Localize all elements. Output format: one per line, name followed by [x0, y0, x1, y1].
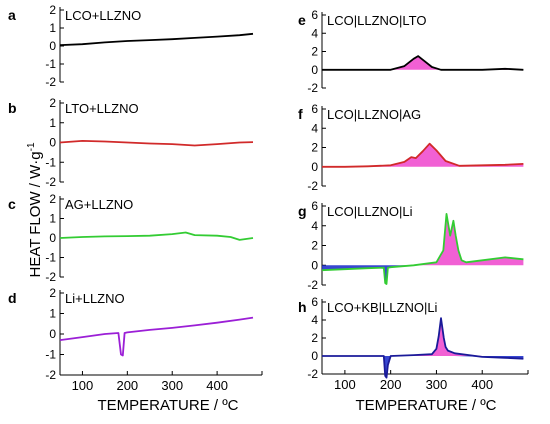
y-tick-label-h: 0 — [311, 349, 318, 363]
y-tick-label-g: 6 — [311, 199, 318, 213]
sample-label-d: Li+LLZNO — [65, 291, 125, 306]
y-tick-label-f: 6 — [311, 102, 318, 116]
series-line-b — [59, 139, 254, 147]
panel-letter-b: b — [8, 100, 17, 116]
panel-letter-h: h — [298, 299, 307, 315]
y-tick-label-e: 2 — [311, 45, 318, 59]
y-tick-label-a: 0 — [49, 39, 56, 53]
panel-f: -2 0 2 4 6f LCO|LLZNO|AG — [298, 102, 524, 193]
y-tick-label-b: 1 — [49, 116, 56, 130]
exotherm-fill-e — [322, 56, 524, 70]
x-axis-title-left: TEMPERATURE / ºC — [97, 397, 238, 414]
series-line-c — [59, 231, 254, 241]
y-tick-label-g: 0 — [311, 258, 318, 272]
x-tick-label-h: 400 — [471, 377, 493, 392]
panel-letter-a: a — [8, 7, 16, 23]
y-tick-label-d: -1 — [45, 348, 56, 362]
panel-h: 100 200 300 400 -2 0 2 4 6h LCO+KB|LLZNO|Li — [298, 295, 529, 392]
sample-label-g: LCO|LLZNO|Li — [327, 204, 413, 219]
series-line-h — [322, 317, 524, 379]
panel-letter-f: f — [298, 106, 303, 122]
y-tick-label-a: -1 — [45, 57, 56, 71]
y-tick-label-b: 0 — [49, 136, 56, 150]
y-tick-label-d: -2 — [45, 368, 56, 382]
sample-label-h: LCO+KB|LLZNO|Li — [327, 300, 438, 315]
panel-c: -2 -1 0 1 2 c AG+LLZNO — [8, 192, 254, 284]
x-axis-title-right: TEMPERATURE / ºC — [355, 397, 496, 414]
x-tick-label-d: 100 — [72, 378, 94, 393]
series-line-e — [322, 55, 524, 71]
y-tick-label-e: 4 — [311, 26, 318, 40]
y-axis-title: HEAT FLOW / W·g-1 — [26, 142, 44, 277]
series-line-f — [322, 142, 524, 168]
y-tick-label-a: 1 — [49, 21, 56, 35]
y-tick-label-g: -2 — [307, 278, 318, 292]
y-tick-label-f: 2 — [311, 141, 318, 155]
y-tick-label-c: -1 — [45, 251, 56, 265]
panel-letter-e: e — [298, 12, 306, 28]
x-tick-label-d: 400 — [206, 378, 228, 393]
panel-letter-d: d — [8, 290, 17, 306]
panel-b: -2 -1 0 1 2 b LTO+LLZNO — [8, 96, 254, 189]
panel-letter-c: c — [8, 196, 16, 212]
y-tick-label-c: 1 — [49, 212, 56, 226]
series-line-a — [59, 32, 254, 46]
panel-a: -2 -1 0 1 2 a LCO+LLZNO — [8, 3, 254, 89]
y-tick-label-e: 6 — [311, 8, 318, 22]
exotherm-fill-h — [322, 318, 524, 356]
y-tick-label-d: 1 — [49, 307, 56, 321]
panel-e: -2 0 2 4 6e LCO|LLZNO|LTO — [298, 8, 524, 95]
y-tick-label-c: 0 — [49, 231, 56, 245]
y-tick-label-d: 2 — [49, 286, 56, 300]
y-tick-label-c: 2 — [49, 192, 56, 206]
y-tick-label-b: -1 — [45, 155, 56, 169]
y-tick-label-e: -2 — [307, 81, 318, 95]
x-tick-label-d: 200 — [116, 378, 138, 393]
y-tick-label-h: 2 — [311, 331, 318, 345]
sample-label-b: LTO+LLZNO — [65, 101, 139, 116]
y-tick-label-e: 0 — [311, 63, 318, 77]
panel-g: -2 0 2 4 6g LCO|LLZNO|Li — [298, 199, 524, 292]
y-tick-label-h: -2 — [307, 367, 318, 381]
y-tick-label-g: 2 — [311, 239, 318, 253]
y-tick-label-f: -2 — [307, 179, 318, 193]
y-tick-label-f: 0 — [311, 160, 318, 174]
sample-label-e: LCO|LLZNO|LTO — [327, 13, 426, 28]
x-tick-label-d: 300 — [161, 378, 183, 393]
y-tick-label-h: 4 — [311, 313, 318, 327]
exotherm-fill-f — [322, 143, 524, 167]
x-tick-label-h: 100 — [334, 377, 356, 392]
y-tick-label-b: 2 — [49, 96, 56, 110]
panel-d: 100 200 300 400 -2 -1 0 1 2 d Li+LLZNO — [8, 286, 263, 393]
y-tick-label-d: 0 — [49, 327, 56, 341]
sample-label-f: LCO|LLZNO|AG — [327, 107, 421, 122]
sample-label-a: LCO+LLZNO — [65, 8, 141, 23]
endotherm-fill-g — [322, 265, 524, 284]
y-tick-label-g: 4 — [311, 219, 318, 233]
y-tick-label-c: -2 — [45, 270, 56, 284]
y-tick-label-h: 6 — [311, 295, 318, 309]
panel-letter-g: g — [298, 203, 307, 219]
series-line-d — [59, 316, 254, 357]
x-tick-label-h: 200 — [380, 377, 402, 392]
series-line-g — [321, 212, 524, 285]
y-tick-label-f: 4 — [311, 121, 318, 135]
sample-label-c: AG+LLZNO — [65, 197, 133, 212]
y-tick-label-a: -2 — [45, 75, 56, 89]
y-tick-label-b: -2 — [45, 175, 56, 189]
x-tick-label-h: 300 — [426, 377, 448, 392]
exotherm-fill-g — [322, 213, 524, 266]
y-tick-label-a: 2 — [49, 3, 56, 17]
